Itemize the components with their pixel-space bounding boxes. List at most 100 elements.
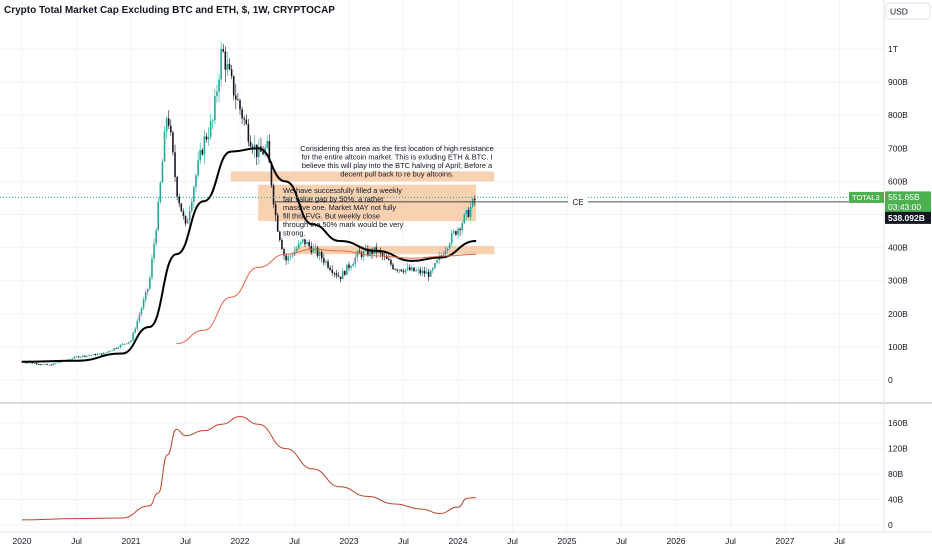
candle-body[interactable] xyxy=(350,266,352,268)
candle-body[interactable] xyxy=(35,363,38,365)
candle-body[interactable] xyxy=(94,354,97,356)
symbol-price-tag[interactable]: TOTAL3 551.65B 03:43:00 xyxy=(849,191,931,214)
candle-body[interactable] xyxy=(461,223,463,231)
candle-body[interactable] xyxy=(90,355,92,356)
candle-body[interactable] xyxy=(316,247,319,257)
candle-body[interactable] xyxy=(126,343,128,345)
candle-body[interactable] xyxy=(67,359,69,361)
candle-body[interactable] xyxy=(465,210,468,215)
candle-body[interactable] xyxy=(314,247,317,249)
candle-body[interactable] xyxy=(25,362,27,364)
candle-body[interactable] xyxy=(37,364,40,365)
candle-body[interactable] xyxy=(274,204,277,216)
candle-body[interactable] xyxy=(362,250,365,257)
candle-body[interactable] xyxy=(56,362,59,364)
candle-body[interactable] xyxy=(117,347,120,349)
candle-body[interactable] xyxy=(415,270,417,272)
candle-body[interactable] xyxy=(111,350,113,352)
candle-body[interactable] xyxy=(425,271,428,274)
candle-body[interactable] xyxy=(73,356,76,359)
candle-body[interactable] xyxy=(390,260,392,265)
candle-body[interactable] xyxy=(195,175,197,188)
candle-body[interactable] xyxy=(446,248,449,251)
candle-body[interactable] xyxy=(46,363,48,365)
candle-body[interactable] xyxy=(385,256,388,259)
candle-body[interactable] xyxy=(344,271,346,275)
candle-body[interactable] xyxy=(471,198,474,207)
candle-body[interactable] xyxy=(96,353,99,356)
candle-body[interactable] xyxy=(279,231,281,240)
candle-body[interactable] xyxy=(222,49,225,52)
candle-body[interactable] xyxy=(434,263,436,269)
candle-body[interactable] xyxy=(155,230,157,244)
sub-pane-axis[interactable]: 160B 120B 80B 40B 0 xyxy=(888,418,908,530)
candle-body[interactable] xyxy=(159,182,162,202)
candle-body[interactable] xyxy=(203,136,206,155)
candle-body[interactable] xyxy=(352,263,354,267)
candle-body[interactable] xyxy=(243,118,245,120)
candle-body[interactable] xyxy=(174,152,176,177)
candle-body[interactable] xyxy=(31,362,34,364)
candle-body[interactable] xyxy=(98,353,101,355)
candle-body[interactable] xyxy=(48,364,51,366)
candle-body[interactable] xyxy=(180,203,183,212)
candle-body[interactable] xyxy=(404,269,407,273)
candle-body[interactable] xyxy=(153,243,155,259)
candle-body[interactable] xyxy=(253,144,256,150)
candle-body[interactable] xyxy=(341,271,344,280)
candle-body[interactable] xyxy=(214,96,216,121)
candle-body[interactable] xyxy=(467,210,470,217)
candle-body[interactable] xyxy=(149,277,151,289)
candle-body[interactable] xyxy=(136,320,139,329)
candle-body[interactable] xyxy=(199,149,201,161)
candle-body[interactable] xyxy=(172,132,174,153)
candle-body[interactable] xyxy=(396,269,399,271)
candle-body[interactable] xyxy=(79,356,82,358)
candle-body[interactable] xyxy=(144,291,147,300)
candle-body[interactable] xyxy=(235,95,237,100)
candle-body[interactable] xyxy=(394,268,396,270)
candle-body[interactable] xyxy=(75,356,78,358)
candle-body[interactable] xyxy=(92,354,95,356)
candle-body[interactable] xyxy=(281,239,283,250)
candle-body[interactable] xyxy=(142,299,145,309)
candle-body[interactable] xyxy=(193,187,195,202)
candle-body[interactable] xyxy=(228,63,231,70)
candle-body[interactable] xyxy=(297,243,300,249)
candle-body[interactable] xyxy=(392,264,394,269)
candle-body[interactable] xyxy=(165,118,168,132)
price-axis[interactable]: 1T900B800B700B600B500B400B300B200B100B0 xyxy=(888,44,908,385)
candle-body[interactable] xyxy=(50,364,53,366)
candle-body[interactable] xyxy=(188,210,191,221)
candle-body[interactable] xyxy=(337,275,340,277)
candle-body[interactable] xyxy=(205,136,208,140)
candle-body[interactable] xyxy=(77,356,80,358)
candle-body[interactable] xyxy=(432,268,434,271)
candle-body[interactable] xyxy=(287,256,290,261)
candle-body[interactable] xyxy=(163,131,166,162)
candle-body[interactable] xyxy=(151,258,153,278)
candle-body[interactable] xyxy=(102,352,105,355)
candle-body[interactable] xyxy=(140,308,143,315)
chart-title[interactable]: Crypto Total Market Cap Excluding BTC an… xyxy=(4,5,335,16)
candle-body[interactable] xyxy=(249,141,252,147)
sub-indicator-line[interactable] xyxy=(21,416,477,521)
candle-body[interactable] xyxy=(427,271,430,277)
candle-body[interactable] xyxy=(289,255,292,257)
candle-body[interactable] xyxy=(408,267,411,271)
candle-body[interactable] xyxy=(33,363,36,365)
candle-body[interactable] xyxy=(88,355,90,357)
candle-body[interactable] xyxy=(123,343,126,345)
candle-body[interactable] xyxy=(220,49,222,80)
candle-body[interactable] xyxy=(216,91,218,97)
candle-body[interactable] xyxy=(429,270,432,277)
candle-body[interactable] xyxy=(146,288,149,292)
candle-body[interactable] xyxy=(105,352,107,354)
candle-body[interactable] xyxy=(128,341,130,344)
candle-body[interactable] xyxy=(308,242,310,247)
candle-body[interactable] xyxy=(381,252,384,257)
candle-body[interactable] xyxy=(320,252,323,259)
candle-body[interactable] xyxy=(327,261,329,268)
candle-body[interactable] xyxy=(335,273,338,276)
candle-body[interactable] xyxy=(176,176,178,197)
